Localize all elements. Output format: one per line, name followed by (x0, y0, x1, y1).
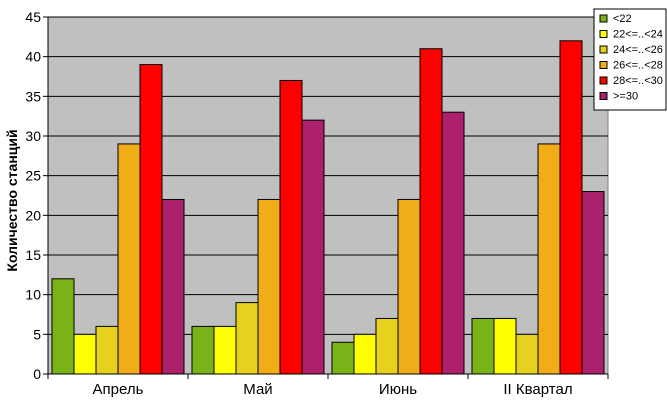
legend-label: 28<=..<30 (613, 75, 663, 87)
bar (537, 143, 561, 375)
bar (375, 317, 399, 375)
bars (51, 40, 605, 375)
legend-swatch (599, 45, 608, 54)
legend-label: 26<=..<28 (613, 60, 663, 72)
y-tick-label: 0 (33, 366, 41, 382)
bar (559, 40, 583, 375)
bar (235, 302, 259, 375)
y-tick-label: 45 (25, 9, 41, 25)
legend-swatch (599, 14, 608, 23)
bar (441, 111, 465, 375)
legend-swatch (599, 76, 608, 85)
bar (279, 79, 303, 375)
bar (161, 198, 185, 375)
bar (331, 341, 355, 375)
x-tick-label: II Квартал (503, 381, 572, 398)
x-tick-labels: Апрель Май Июнь II Квартал (93, 381, 573, 398)
y-tick-label: 15 (25, 247, 41, 263)
bar (257, 198, 281, 375)
y-tick-label: 30 (25, 128, 41, 144)
bar (471, 317, 495, 375)
bar (515, 333, 539, 375)
x-tick-label: Май (243, 381, 272, 398)
legend-label: 24<=..<26 (613, 44, 663, 56)
legend-label: >=30 (613, 91, 638, 103)
bar (51, 278, 75, 375)
bar (301, 119, 325, 375)
axes (43, 16, 609, 379)
legend-swatch (599, 61, 608, 69)
y-tick-label: 40 (25, 49, 41, 65)
bar (139, 64, 163, 375)
y-axis-label: Количество станций (4, 129, 20, 271)
bar (493, 317, 517, 375)
bar (95, 325, 119, 375)
legend: <22 22<=..<24 24<=..<26 26<=..<28 28<=..<30 >… (593, 8, 667, 111)
bar (213, 325, 237, 375)
bar (397, 198, 421, 375)
bar (581, 191, 605, 375)
y-tick-label: 35 (25, 88, 41, 104)
y-tick-label: 5 (33, 326, 41, 342)
y-tick-labels: 0 5 10 15 20 25 30 35 40 45 (25, 9, 41, 382)
legend-swatch (599, 92, 608, 100)
x-tick-label: Июнь (379, 381, 417, 398)
legend-label: 22<=..<24 (613, 29, 663, 41)
bar (191, 325, 215, 375)
legend-label: <22 (613, 13, 632, 25)
y-tick-label: 20 (25, 207, 41, 223)
bar (419, 48, 443, 375)
bar (73, 333, 97, 375)
legend-swatch (599, 30, 608, 38)
y-tick-label: 10 (25, 287, 41, 303)
bar (117, 143, 141, 375)
x-tick-label: Апрель (93, 381, 144, 398)
bar (353, 333, 377, 375)
y-tick-label: 25 (25, 168, 41, 184)
